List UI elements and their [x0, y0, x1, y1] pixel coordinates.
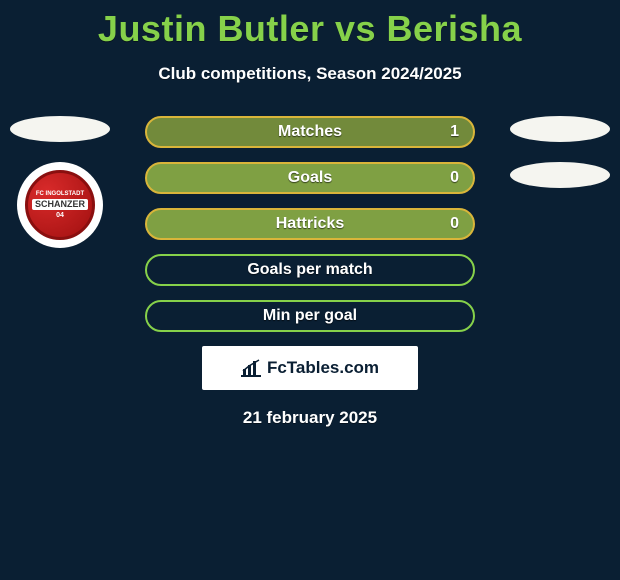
stat-bar: Goals per match	[145, 254, 475, 286]
player-ellipse	[510, 162, 610, 188]
stat-bar: Hattricks 0	[145, 208, 475, 240]
page-title: Justin Butler vs Berisha	[0, 0, 620, 50]
source-label: FcTables.com	[267, 358, 379, 378]
player-ellipse	[510, 116, 610, 142]
stat-area: FC INGOLSTADT SCHANZER 04 Matches 1 Goals 0…	[0, 116, 620, 428]
stat-bar-value-right: 0	[450, 169, 459, 187]
badge-line1: FC INGOLSTADT	[36, 191, 84, 197]
source-badge: FcTables.com	[202, 346, 418, 390]
player-ellipse	[10, 116, 110, 142]
stat-bar-label: Min per goal	[263, 307, 357, 325]
club-badge: FC INGOLSTADT SCHANZER 04	[17, 162, 103, 248]
comparison-card: Justin Butler vs Berisha Club competitio…	[0, 0, 620, 580]
stat-bar: Matches 1	[145, 116, 475, 148]
stat-bar-label: Goals	[288, 169, 332, 187]
stat-bars: Matches 1 Goals 0 Hattricks 0 Goals per match M…	[145, 116, 475, 332]
club-badge-inner: FC INGOLSTADT SCHANZER 04	[25, 170, 95, 240]
badge-line2: SCHANZER	[32, 199, 88, 210]
stat-bar: Goals 0	[145, 162, 475, 194]
badge-line3: 04	[56, 212, 64, 219]
right-player-col	[510, 116, 610, 208]
stat-bar-value-right: 1	[450, 123, 459, 141]
left-player-col: FC INGOLSTADT SCHANZER 04	[10, 116, 110, 248]
stat-bar-label: Hattricks	[276, 215, 344, 233]
stat-bar-label: Matches	[278, 123, 342, 141]
stat-bar-label: Goals per match	[247, 261, 372, 279]
date-label: 21 february 2025	[0, 408, 620, 428]
chart-icon	[241, 359, 261, 377]
subtitle: Club competitions, Season 2024/2025	[0, 64, 620, 84]
stat-bar: Min per goal	[145, 300, 475, 332]
stat-bar-value-right: 0	[450, 215, 459, 233]
